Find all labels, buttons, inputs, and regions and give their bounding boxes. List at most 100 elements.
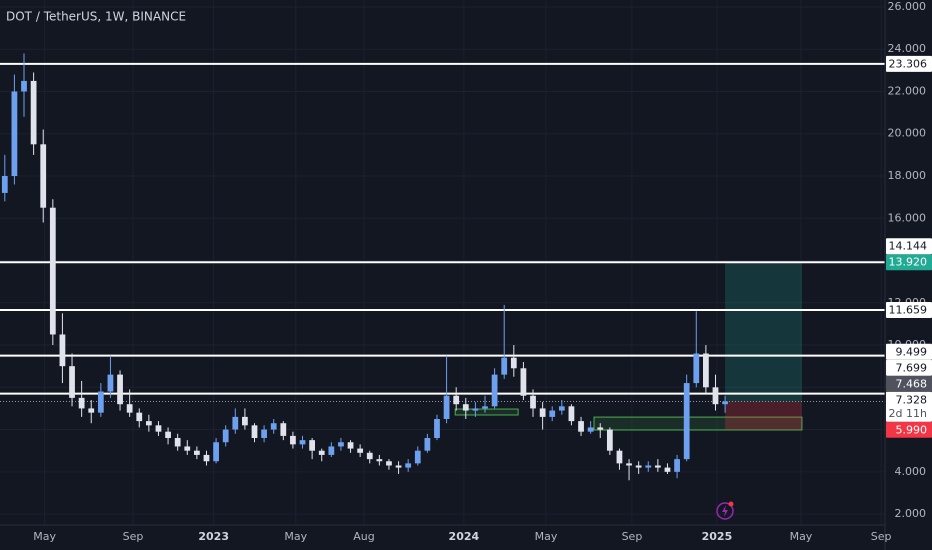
x-tick-label: 2023 bbox=[198, 530, 229, 543]
price-label-bg bbox=[886, 301, 932, 318]
candle-body bbox=[597, 427, 604, 430]
alert-icon[interactable] bbox=[716, 501, 734, 520]
target-zone bbox=[725, 262, 802, 402]
price-label-bg bbox=[886, 359, 932, 376]
candle-body bbox=[395, 465, 402, 468]
candle-body bbox=[366, 452, 373, 460]
candle-body bbox=[424, 438, 431, 451]
x-tick-label: Aug bbox=[353, 530, 374, 543]
y-tick-label: 26.000 bbox=[888, 0, 927, 13]
candle-body bbox=[664, 467, 671, 472]
candle-body bbox=[683, 383, 690, 460]
candle-body bbox=[1, 176, 8, 193]
candle-body bbox=[645, 465, 652, 468]
candle-body bbox=[722, 401, 728, 405]
chart-title: DOT / TetherUS, 1W, BINANCE bbox=[6, 10, 186, 24]
candle-body bbox=[578, 421, 584, 432]
candle-body bbox=[616, 450, 623, 464]
candle-body bbox=[155, 425, 162, 432]
plot-area bbox=[0, 53, 885, 481]
candle-body bbox=[626, 463, 632, 466]
x-tick-label: 2024 bbox=[449, 530, 480, 543]
candle-body bbox=[318, 450, 325, 455]
candle-body bbox=[338, 442, 344, 447]
candle-body bbox=[49, 207, 56, 335]
x-tick-label: May bbox=[535, 530, 558, 543]
candle-body bbox=[174, 438, 181, 447]
candle-body bbox=[232, 416, 239, 430]
candle-body bbox=[568, 406, 575, 422]
price-label: 9.499 bbox=[896, 345, 928, 358]
candle-body bbox=[549, 410, 556, 417]
candle-body bbox=[117, 374, 123, 405]
price-label: 5.990 bbox=[896, 423, 928, 436]
price-label: 13.920 bbox=[889, 256, 928, 269]
price-label: 7.699 bbox=[896, 361, 928, 374]
y-tick-label: 20.000 bbox=[888, 127, 927, 140]
candle-body bbox=[482, 406, 488, 409]
candle-body bbox=[213, 442, 219, 462]
candle-body bbox=[126, 404, 133, 413]
price-label-bg bbox=[886, 238, 932, 255]
candle-body bbox=[357, 448, 364, 453]
candle-body bbox=[328, 446, 335, 455]
y-tick-label: 24.000 bbox=[888, 42, 927, 55]
candle-body bbox=[530, 395, 536, 409]
y-tick-label: 2.000 bbox=[895, 507, 927, 520]
candle-body bbox=[654, 465, 661, 468]
candle-body bbox=[414, 450, 421, 464]
price-label: 11.659 bbox=[889, 303, 928, 316]
candle-body bbox=[376, 459, 383, 462]
y-tick-label: 4.000 bbox=[895, 465, 927, 478]
candle-body bbox=[107, 374, 114, 392]
candle-body bbox=[703, 353, 709, 388]
candle-body bbox=[674, 459, 680, 472]
candle-body bbox=[539, 408, 546, 417]
candle-body bbox=[136, 412, 143, 422]
candle-body bbox=[21, 80, 27, 92]
candle-body bbox=[712, 387, 719, 405]
candle-body bbox=[299, 440, 306, 445]
candle-body bbox=[222, 429, 229, 443]
candle-body bbox=[405, 463, 412, 468]
candle-body bbox=[693, 353, 700, 384]
price-label: 23.306 bbox=[889, 57, 928, 70]
price-label: 7.328 bbox=[896, 393, 928, 406]
price-label-bg bbox=[886, 343, 932, 360]
candle-body bbox=[165, 431, 171, 439]
x-tick-label: May bbox=[33, 530, 56, 543]
y-tick-label: 16.000 bbox=[888, 211, 927, 224]
candle-body bbox=[78, 397, 85, 409]
candle-body bbox=[203, 454, 210, 462]
candle-body bbox=[491, 374, 498, 407]
price-label-bg bbox=[886, 254, 932, 271]
y-tick-label: 22.000 bbox=[888, 84, 927, 97]
candle-body bbox=[434, 418, 440, 439]
candle-body bbox=[242, 416, 248, 426]
candle-body bbox=[462, 404, 469, 411]
stop-zone bbox=[725, 401, 802, 430]
candle-body bbox=[290, 435, 296, 445]
price-label: 7.468 bbox=[896, 377, 928, 390]
candle-body bbox=[520, 368, 527, 396]
zone bbox=[454, 408, 519, 416]
axes: 26.00024.00022.00020.00018.00016.00014.0… bbox=[33, 0, 932, 543]
candle-body bbox=[270, 423, 277, 430]
price-label-bg bbox=[886, 391, 932, 422]
price-axis bbox=[885, 0, 932, 550]
candle-body bbox=[59, 334, 66, 367]
candle-body bbox=[280, 423, 287, 436]
price-label: 14.144 bbox=[889, 240, 928, 253]
candle-body bbox=[251, 425, 258, 439]
candle-body bbox=[501, 357, 508, 375]
candle-body bbox=[97, 391, 104, 413]
candle-body bbox=[635, 465, 642, 468]
candle-body bbox=[606, 429, 613, 451]
candle-body bbox=[193, 450, 200, 455]
candle-body bbox=[30, 80, 37, 145]
candle-body bbox=[510, 357, 517, 369]
candle-body bbox=[40, 144, 47, 208]
candle-body bbox=[558, 406, 565, 411]
candle-body bbox=[587, 427, 594, 432]
candle-body bbox=[88, 408, 95, 413]
